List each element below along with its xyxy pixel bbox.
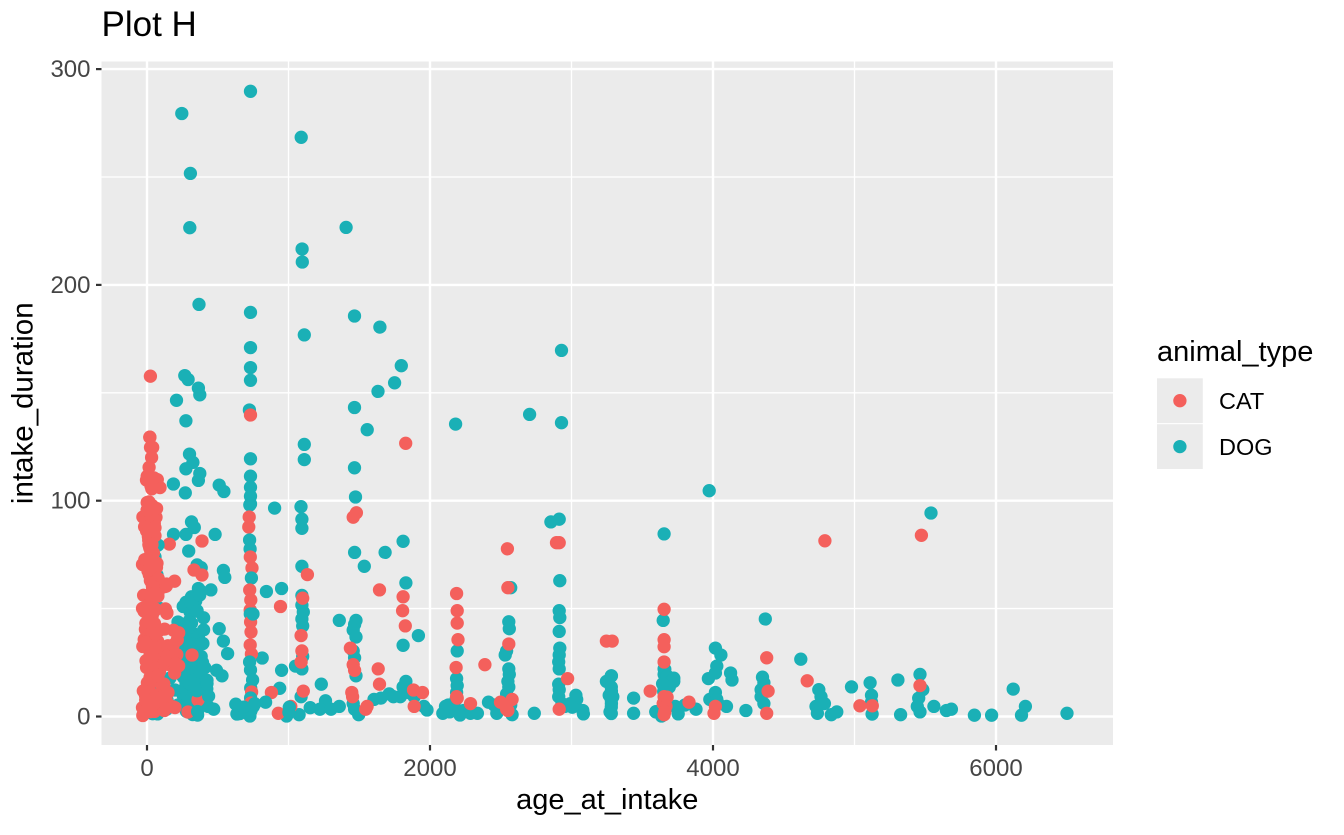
svg-text:age_at_intake: age_at_intake [516, 784, 698, 816]
svg-text:4000: 4000 [686, 755, 739, 782]
svg-text:6000: 6000 [969, 755, 1022, 782]
svg-text:animal_type: animal_type [1157, 336, 1313, 368]
svg-text:0: 0 [77, 704, 90, 731]
svg-text:300: 300 [50, 56, 90, 83]
svg-text:200: 200 [50, 272, 90, 299]
svg-text:DOG: DOG [1219, 434, 1273, 460]
svg-text:0: 0 [140, 755, 153, 782]
svg-text:100: 100 [50, 488, 90, 515]
svg-text:Plot H: Plot H [102, 5, 197, 44]
svg-text:intake_duration: intake_duration [7, 302, 40, 504]
svg-text:2000: 2000 [403, 755, 456, 782]
svg-text:CAT: CAT [1219, 388, 1264, 414]
